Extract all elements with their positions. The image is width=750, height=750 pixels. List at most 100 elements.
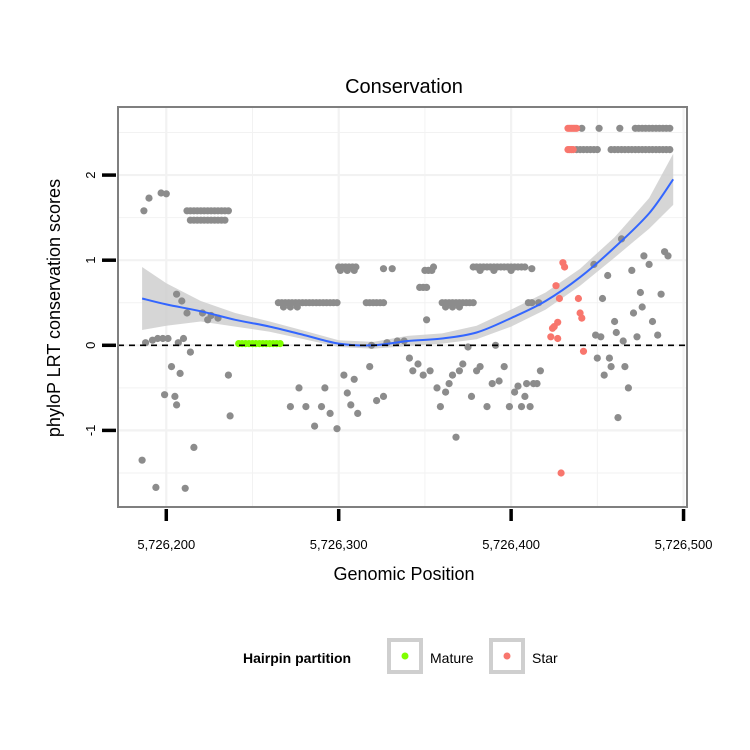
data-point — [476, 363, 484, 371]
data-point — [573, 124, 581, 132]
data-point — [621, 363, 629, 371]
data-point — [483, 403, 491, 411]
data-point — [181, 484, 189, 492]
data-point — [366, 363, 374, 371]
smooth-curve — [141, 178, 675, 347]
data-point — [579, 347, 588, 355]
data-point — [178, 297, 186, 305]
data-point — [224, 207, 232, 215]
data-point — [555, 294, 564, 303]
data-point — [154, 334, 162, 343]
data-point — [176, 369, 184, 377]
data-point — [140, 207, 148, 215]
data-point — [419, 371, 427, 379]
data-point — [528, 299, 536, 307]
data-point — [533, 380, 541, 388]
data-point — [617, 235, 626, 243]
data-point — [593, 146, 601, 154]
data-point — [295, 384, 303, 392]
data-point — [429, 263, 438, 271]
data-point — [638, 303, 646, 311]
y-tick-label: -1 — [83, 425, 98, 437]
data-point — [561, 263, 569, 271]
data-point — [624, 384, 633, 392]
data-point — [657, 290, 665, 298]
legend-label-star: Star — [532, 650, 558, 666]
data-point — [467, 392, 476, 400]
data-point — [173, 401, 181, 409]
data-point — [302, 403, 310, 411]
data-point — [578, 124, 586, 132]
data-point — [190, 443, 198, 451]
data-point — [145, 194, 153, 202]
data-point — [426, 367, 434, 375]
data-point — [597, 333, 605, 341]
data-point — [293, 303, 301, 311]
data-point — [414, 360, 422, 368]
legend-item-mature: Mature — [387, 638, 474, 674]
data-point — [488, 380, 496, 388]
data-point — [379, 392, 388, 400]
data-point — [226, 412, 234, 420]
data-point — [333, 299, 341, 307]
data-point — [666, 124, 674, 132]
data-point — [326, 409, 334, 417]
data-point — [628, 266, 636, 274]
y-axis-label: phyloP LRT conservation scores — [44, 179, 64, 437]
data-point — [616, 124, 624, 132]
x-tick-label: 5,726,500 — [655, 537, 713, 552]
plot-frame — [117, 106, 688, 508]
data-point — [455, 367, 463, 375]
data-point — [343, 266, 351, 274]
data-point — [379, 265, 388, 273]
data-point — [354, 409, 362, 417]
data-point — [448, 303, 457, 311]
data-point — [276, 340, 284, 348]
data-point — [445, 380, 453, 388]
data-point — [279, 303, 288, 311]
data-point — [614, 414, 622, 422]
data-point — [495, 377, 503, 385]
data-point — [505, 403, 513, 411]
data-point — [640, 252, 648, 260]
data-point — [221, 216, 229, 224]
data-point — [459, 360, 467, 368]
data-point — [619, 337, 627, 345]
data-point — [517, 403, 526, 411]
data-point — [604, 271, 612, 280]
chart-title: Conservation — [345, 76, 463, 98]
data-point — [574, 294, 583, 303]
series-mature — [235, 340, 284, 348]
data-point — [452, 433, 460, 441]
data-point — [405, 354, 413, 362]
data-point — [547, 333, 555, 341]
data-point — [350, 266, 358, 274]
data-point — [607, 363, 615, 371]
data-point — [523, 380, 531, 388]
data-point — [347, 401, 355, 409]
data-point — [333, 425, 341, 433]
data-point — [605, 354, 614, 362]
data-point — [514, 382, 522, 390]
data-point — [600, 371, 608, 379]
data-point — [373, 397, 381, 405]
data-point — [164, 334, 172, 343]
data-point — [423, 316, 431, 324]
data-point — [464, 343, 472, 351]
legend-title: Hairpin partition — [243, 650, 351, 666]
data-point — [490, 266, 498, 274]
series-star — [547, 124, 588, 477]
y-tick-label: 2 — [83, 171, 98, 178]
data-point — [186, 348, 194, 356]
legend-dot-star — [503, 652, 511, 660]
data-point — [343, 389, 351, 397]
data-point — [636, 288, 645, 297]
data-point — [311, 422, 319, 430]
data-point — [552, 282, 560, 290]
data-point — [557, 469, 565, 477]
data-point — [171, 392, 179, 400]
legend-dot-mature — [401, 652, 409, 660]
data-point — [436, 403, 444, 411]
data-point — [317, 403, 326, 411]
